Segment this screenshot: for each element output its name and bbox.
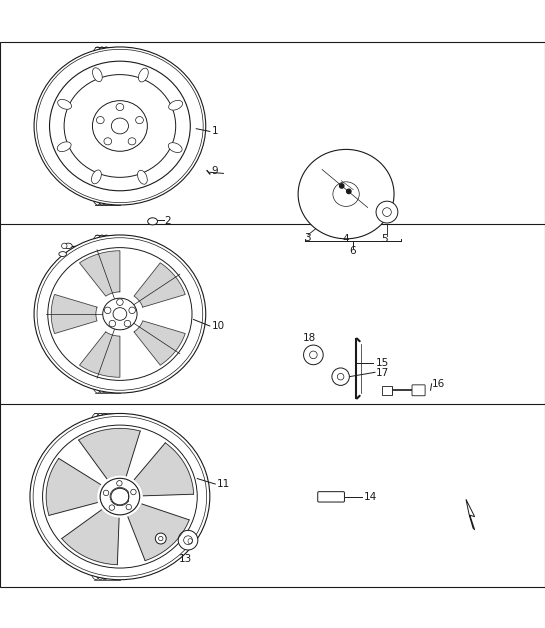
Circle shape bbox=[159, 536, 163, 541]
Text: 8: 8 bbox=[104, 248, 110, 258]
Text: 10: 10 bbox=[211, 321, 225, 331]
Circle shape bbox=[126, 504, 131, 510]
Ellipse shape bbox=[93, 68, 102, 82]
FancyBboxPatch shape bbox=[318, 492, 344, 502]
Polygon shape bbox=[128, 504, 189, 561]
Polygon shape bbox=[134, 443, 193, 496]
Ellipse shape bbox=[168, 100, 183, 110]
Text: 4: 4 bbox=[343, 234, 349, 244]
Polygon shape bbox=[62, 510, 119, 565]
Ellipse shape bbox=[111, 118, 129, 134]
Ellipse shape bbox=[137, 170, 147, 184]
Ellipse shape bbox=[136, 117, 143, 124]
Circle shape bbox=[178, 531, 198, 550]
Ellipse shape bbox=[128, 138, 136, 145]
Text: 2: 2 bbox=[165, 217, 171, 226]
Circle shape bbox=[347, 189, 351, 193]
Ellipse shape bbox=[148, 218, 158, 225]
Circle shape bbox=[104, 490, 109, 495]
Ellipse shape bbox=[57, 142, 71, 151]
Text: 17: 17 bbox=[376, 368, 389, 378]
Ellipse shape bbox=[116, 104, 124, 111]
Circle shape bbox=[184, 536, 192, 544]
Polygon shape bbox=[51, 295, 97, 333]
Text: 13: 13 bbox=[179, 554, 192, 564]
Ellipse shape bbox=[59, 252, 66, 256]
Polygon shape bbox=[134, 263, 185, 307]
Text: 9: 9 bbox=[211, 166, 218, 176]
Ellipse shape bbox=[113, 308, 127, 320]
Circle shape bbox=[109, 505, 114, 511]
Ellipse shape bbox=[58, 99, 71, 109]
Polygon shape bbox=[134, 321, 185, 365]
Circle shape bbox=[131, 489, 136, 495]
Circle shape bbox=[332, 368, 349, 386]
Circle shape bbox=[340, 184, 344, 188]
Ellipse shape bbox=[104, 138, 112, 145]
Circle shape bbox=[129, 307, 135, 313]
Text: 11: 11 bbox=[217, 479, 230, 489]
Text: 6: 6 bbox=[349, 246, 356, 256]
Polygon shape bbox=[80, 251, 120, 296]
Ellipse shape bbox=[96, 117, 104, 124]
Ellipse shape bbox=[111, 488, 129, 505]
Text: 12: 12 bbox=[152, 548, 165, 558]
Circle shape bbox=[117, 480, 122, 486]
Ellipse shape bbox=[64, 75, 175, 177]
Circle shape bbox=[124, 320, 131, 327]
Ellipse shape bbox=[34, 235, 206, 393]
Circle shape bbox=[155, 533, 166, 544]
Text: 1: 1 bbox=[211, 126, 218, 136]
Ellipse shape bbox=[93, 100, 147, 151]
Circle shape bbox=[109, 320, 116, 327]
Ellipse shape bbox=[298, 149, 394, 239]
Circle shape bbox=[62, 243, 67, 249]
Ellipse shape bbox=[138, 68, 148, 82]
Ellipse shape bbox=[34, 47, 206, 205]
Polygon shape bbox=[46, 458, 100, 516]
Text: 15: 15 bbox=[376, 358, 389, 368]
Ellipse shape bbox=[43, 425, 197, 568]
Text: 3: 3 bbox=[305, 233, 311, 242]
Circle shape bbox=[117, 299, 123, 305]
Circle shape bbox=[310, 351, 317, 359]
Circle shape bbox=[383, 208, 391, 217]
Polygon shape bbox=[80, 332, 120, 377]
Circle shape bbox=[105, 307, 111, 313]
Text: 14: 14 bbox=[364, 492, 377, 502]
Circle shape bbox=[376, 201, 398, 223]
Text: 16: 16 bbox=[432, 379, 445, 389]
Text: 7: 7 bbox=[104, 240, 110, 250]
Ellipse shape bbox=[48, 247, 192, 381]
Circle shape bbox=[337, 374, 344, 380]
Bar bbox=[382, 386, 392, 394]
Ellipse shape bbox=[30, 413, 210, 580]
Ellipse shape bbox=[64, 243, 72, 249]
Text: 5: 5 bbox=[382, 234, 388, 244]
Ellipse shape bbox=[100, 479, 140, 515]
Polygon shape bbox=[466, 499, 475, 530]
Ellipse shape bbox=[92, 170, 101, 184]
Text: 18: 18 bbox=[303, 333, 316, 343]
Polygon shape bbox=[78, 428, 140, 479]
FancyBboxPatch shape bbox=[412, 385, 425, 396]
Ellipse shape bbox=[168, 143, 182, 153]
Ellipse shape bbox=[102, 298, 137, 330]
Ellipse shape bbox=[50, 61, 190, 191]
Circle shape bbox=[304, 345, 323, 365]
